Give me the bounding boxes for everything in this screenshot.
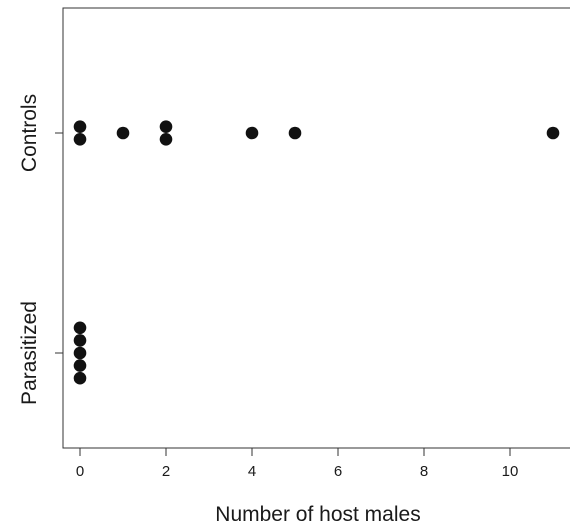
data-points [73, 120, 560, 385]
point-controls-5 [245, 126, 259, 140]
x-tick-label-2: 2 [162, 463, 170, 480]
point-controls-6 [288, 126, 302, 140]
y-category-label-controls: Controls [18, 94, 41, 172]
y-axis: Parasitized Controls [18, 94, 63, 405]
point-controls-3 [159, 120, 173, 133]
x-tick-label-10: 10 [502, 463, 519, 480]
point-parasitized-1 [73, 334, 87, 347]
point-parasitized-0 [73, 321, 87, 335]
point-controls-2 [116, 126, 130, 140]
point-parasitized-3 [73, 359, 87, 372]
point-parasitized-2 [73, 346, 87, 360]
point-controls-1 [73, 133, 87, 146]
x-axis-title: Number of host males [215, 503, 420, 526]
point-parasitized-4 [73, 371, 87, 385]
x-tick-label-8: 8 [420, 463, 428, 480]
x-axis: 0 2 4 6 8 10 [76, 448, 519, 480]
point-controls-0 [73, 120, 87, 133]
x-tick-label-0: 0 [76, 463, 84, 480]
point-controls-7 [546, 126, 560, 140]
x-tick-label-4: 4 [248, 463, 256, 480]
point-controls-4 [159, 133, 173, 146]
y-category-label-parasitized: Parasitized [18, 301, 41, 405]
plot-frame [62, 7, 570, 449]
x-tick-label-6: 6 [334, 463, 342, 480]
